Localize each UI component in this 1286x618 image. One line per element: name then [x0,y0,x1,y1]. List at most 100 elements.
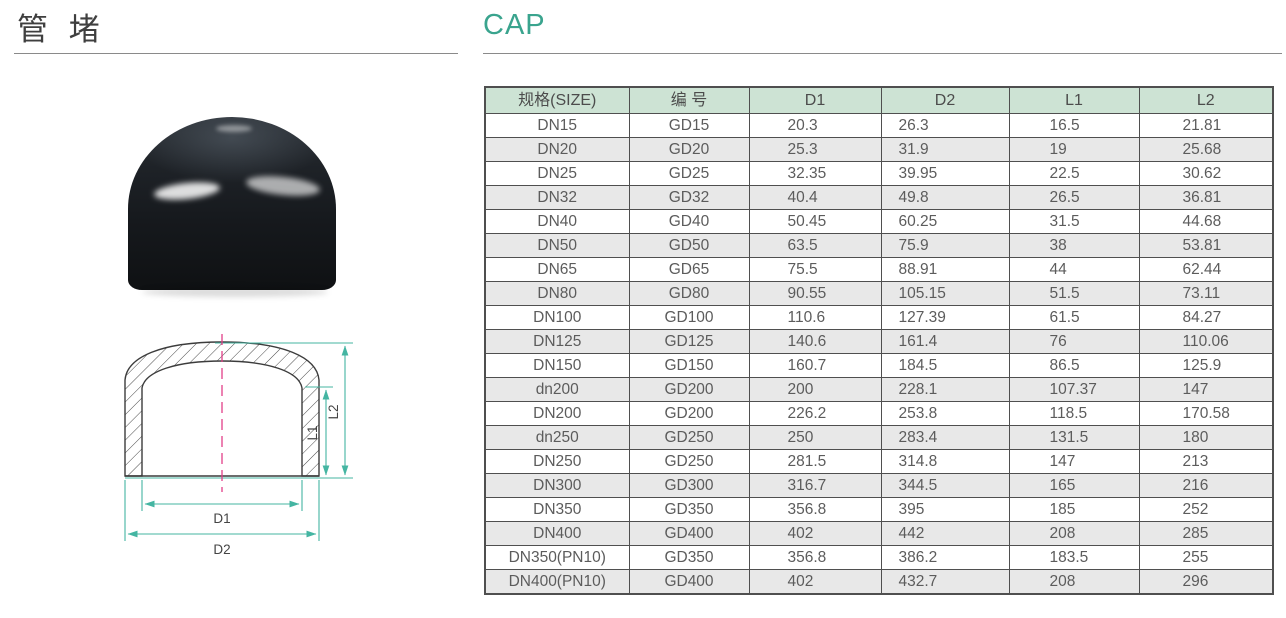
table-cell: 281.5 [748,449,882,474]
table-cell: 40.4 [748,185,882,210]
table-row: DN100 GD100 110.6 127.39 61.5 84.27 [484,305,1274,330]
spec-table-head-row: 规格(SIZE) 编 号 D1 D2 L1 L2 [484,86,1274,114]
table-cell: GD400 [628,521,750,546]
table-cell: GD80 [628,281,750,306]
left-header-divider [14,53,458,54]
table-row: DN150 GD150 160.7 184.5 86.5 125.9 [484,353,1274,378]
table-cell: 228.1 [880,377,1010,402]
table-cell: 160.7 [748,353,882,378]
table-row: DN80 GD80 90.55 105.15 51.5 73.11 [484,281,1274,306]
table-cell: GD300 [628,473,750,498]
table-cell: 316.7 [748,473,882,498]
table-cell: 208 [1008,521,1140,546]
table-cell: 31.5 [1008,209,1140,234]
table-cell: GD100 [628,305,750,330]
product-photo-cap [128,117,336,290]
table-cell: DN300 [484,473,630,498]
table-cell: GD200 [628,401,750,426]
table-cell: 185 [1008,497,1140,522]
table-cell: 285 [1138,521,1274,546]
table-row: DN250 GD250 281.5 314.8 147 213 [484,449,1274,474]
table-cell: 60.25 [880,209,1010,234]
table-cell: GD200 [628,377,750,402]
table-cell: GD15 [628,113,750,138]
column-header: D1 [748,86,882,114]
table-cell: DN50 [484,233,630,258]
table-cell: 63.5 [748,233,882,258]
table-cell: 356.8 [748,497,882,522]
table-cell: 127.39 [880,305,1010,330]
table-cell: 32.35 [748,161,882,186]
table-cell: DN100 [484,305,630,330]
page-title-chinese: 管 堵 [17,12,106,47]
table-cell: 86.5 [1008,353,1140,378]
table-cell: 253.8 [880,401,1010,426]
table-cell: 105.15 [880,281,1010,306]
table-cell: GD350 [628,497,750,522]
table-cell: 131.5 [1008,425,1140,450]
table-cell: 356.8 [748,545,882,570]
table-cell: 25.3 [748,137,882,162]
table-cell: DN80 [484,281,630,306]
table-cell: DN400 [484,521,630,546]
table-cell: DN350 [484,497,630,522]
table-cell: 184.5 [880,353,1010,378]
table-cell: 39.95 [880,161,1010,186]
photo-shadow [142,287,328,297]
table-row: DN125 GD125 140.6 161.4 76 110.06 [484,329,1274,354]
table-cell: 161.4 [880,329,1010,354]
table-cell: 90.55 [748,281,882,306]
table-cell: dn250 [484,425,630,450]
table-cell: 395 [880,497,1010,522]
table-cell: GD350 [628,545,750,570]
table-cell: 255 [1138,545,1274,570]
table-cell: 44 [1008,257,1140,282]
table-cell: 118.5 [1008,401,1140,426]
table-cell: 183.5 [1008,545,1140,570]
table-cell: 180 [1138,425,1274,450]
table-cell: GD32 [628,185,750,210]
column-header: D2 [880,86,1010,114]
table-cell: 283.4 [880,425,1010,450]
table-cell: 402 [748,521,882,546]
table-cell: 442 [880,521,1010,546]
table-cell: 25.68 [1138,137,1274,162]
table-cell: DN32 [484,185,630,210]
table-cell: GD50 [628,233,750,258]
table-cell: 314.8 [880,449,1010,474]
cap-cross-section-diagram: D1 D2 L1 L2 [124,334,353,557]
table-cell: 140.6 [748,329,882,354]
dim-label-d1: D1 [213,511,230,526]
table-cell: 51.5 [1008,281,1140,306]
table-cell: 165 [1008,473,1140,498]
table-row: DN15 GD15 20.3 26.3 16.5 21.81 [484,113,1274,138]
cap-section-shell [124,341,320,477]
photo-highlight [153,179,221,203]
table-cell: DN20 [484,137,630,162]
table-row: dn250 GD250 250 283.4 131.5 180 [484,425,1274,450]
table-cell: 170.58 [1138,401,1274,426]
dim-label-d2: D2 [213,542,230,557]
table-cell: 76 [1008,329,1140,354]
table-row: dn200 GD200 200 228.1 107.37 147 [484,377,1274,402]
table-cell: 125.9 [1138,353,1274,378]
table-cell: DN200 [484,401,630,426]
table-cell: 16.5 [1008,113,1140,138]
table-cell: DN125 [484,329,630,354]
table-cell: 36.81 [1138,185,1274,210]
table-cell: 208 [1008,569,1140,595]
table-cell: DN350(PN10) [484,545,630,570]
column-header: 规格(SIZE) [484,86,630,114]
table-cell: DN400(PN10) [484,569,630,595]
table-cell: 250 [748,425,882,450]
table-cell: 30.62 [1138,161,1274,186]
table-cell: 31.9 [880,137,1010,162]
table-cell: GD20 [628,137,750,162]
table-cell: 84.27 [1138,305,1274,330]
table-cell: 53.81 [1138,233,1274,258]
table-cell: GD125 [628,329,750,354]
table-cell: 26.5 [1008,185,1140,210]
right-header-divider [483,53,1282,54]
table-cell: 226.2 [748,401,882,426]
table-cell: GD400 [628,569,750,595]
